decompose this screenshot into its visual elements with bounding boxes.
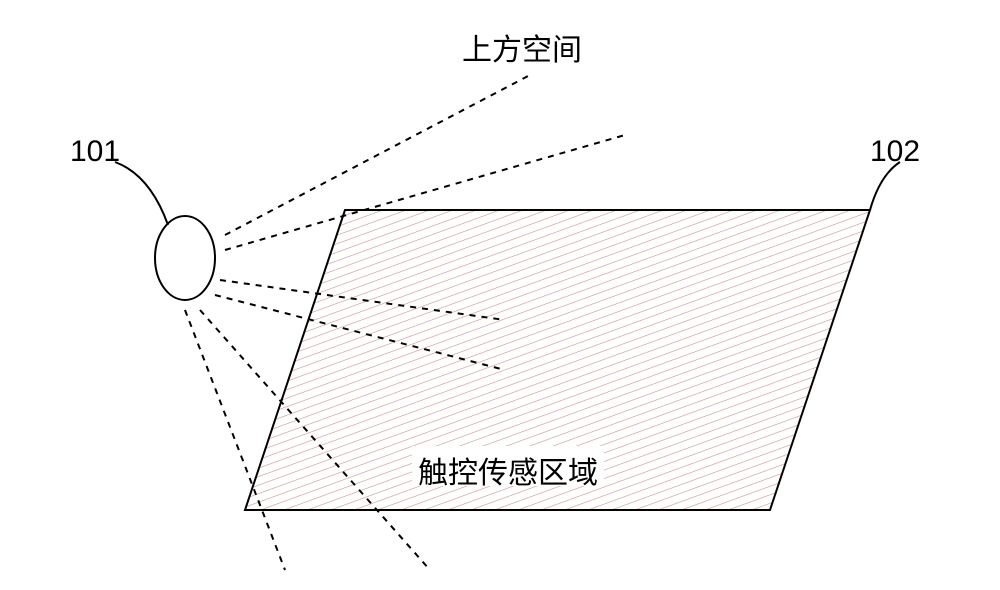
sensor-ellipse: [155, 216, 215, 300]
upper-space-label: 上方空间: [462, 25, 582, 69]
reference-101-label: 101: [70, 135, 120, 169]
leader-line-101: [115, 162, 168, 225]
leader-line-102: [870, 162, 900, 210]
touch-sensing-region-label: 触控传感区域: [418, 448, 598, 492]
reference-102-label: 102: [870, 135, 920, 169]
diagram-canvas: [0, 0, 1000, 590]
